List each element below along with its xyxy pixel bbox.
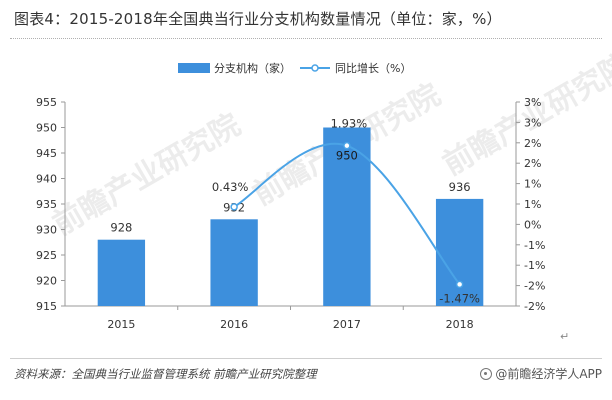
y-right-tick-label: 2% [524,157,541,170]
growth-point [455,280,464,289]
y-left-tick-label: 920 [36,275,57,288]
y-left-tick-label: 925 [36,249,57,262]
bar [210,219,258,306]
legend-bar-label: 分支机构（家） [214,61,291,75]
y-right-tick-label: 1% [524,198,541,211]
y-right-tick-label: -2% [524,300,545,313]
footer-divider [10,358,602,359]
legend-line-marker [311,64,319,72]
y-right-tick-label: 2% [524,137,541,150]
return-mark: ↵ [560,330,570,343]
y-left-tick-label: 955 [36,96,57,109]
page-title: 图表4：2015-2018年全国典当行业分支机构数量情况（单位：家，%） [14,10,502,28]
growth-value-label: -1.47% [439,291,480,305]
growth-point [230,203,238,211]
bar [97,239,146,306]
y-left-tick-label: 950 [36,122,57,135]
brand-icon [480,367,493,380]
bar-value-label: 950 [336,149,358,163]
x-tick-label: 2017 [333,318,361,331]
brand-label: @前瞻经济学人APP [480,365,602,382]
y-left-tick-label: 935 [36,198,57,211]
legend-bar-swatch [178,63,210,73]
growth-value-label: 1.93% [331,117,368,131]
bar-value-label: 936 [449,180,471,194]
y-left-tick-label: 945 [36,147,57,160]
x-tick-label: 2018 [446,318,474,331]
y-right-tick-label: 3% [524,116,541,129]
bar-value-label: 928 [110,221,132,235]
y-right-tick-label: 3% [524,96,541,109]
y-left-tick-label: 930 [36,224,57,237]
y-left-tick-label: 940 [36,173,57,186]
growth-value-label: 0.43% [212,180,249,194]
growth-point [343,141,351,150]
y-right-tick-label: 0% [524,218,541,231]
y-left-tick-label: 915 [36,300,57,313]
bar [435,198,484,306]
x-tick-label: 2015 [107,318,135,331]
y-right-tick-label: -1% [524,239,545,252]
y-right-tick-label: 1% [524,178,541,191]
y-right-tick-label: -1% [524,259,545,272]
bar [323,127,371,306]
source-note: 资料来源：全国典当行业监督管理系统 前瞻产业研究院整理 [14,367,317,381]
chart: 分支机构（家） 同比增长（%） 915 920 925 930 935 940 945 950 95… [36,61,545,331]
y-right-tick-label: -2% [524,280,545,293]
brand-text: @前瞻经济学人APP [495,367,602,381]
x-tick-label: 2016 [220,318,248,331]
title-divider [10,38,602,39]
legend-line-label: 同比增长（%） [335,61,411,75]
